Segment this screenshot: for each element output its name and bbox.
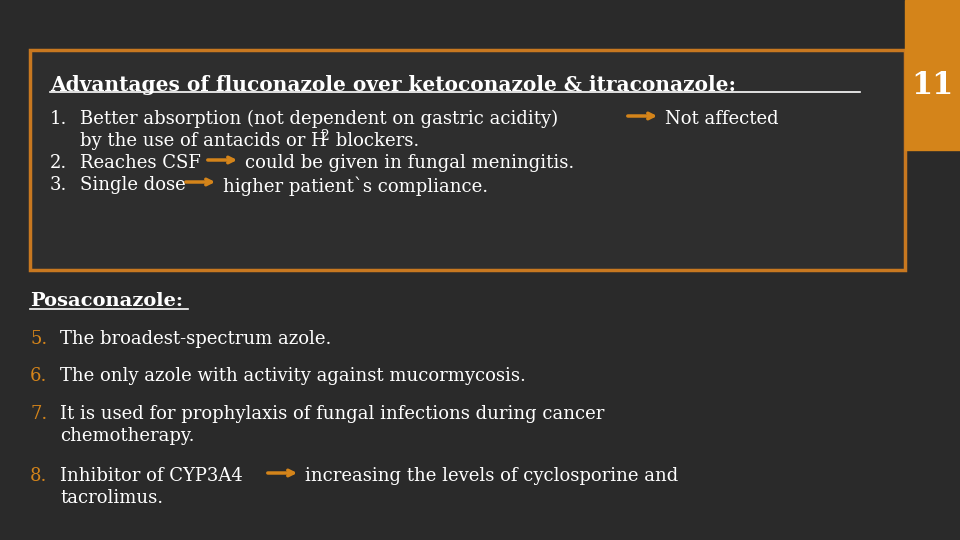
Text: 3.: 3.	[50, 176, 67, 194]
Text: The broadest-spectrum azole.: The broadest-spectrum azole.	[60, 330, 331, 348]
Text: 1.: 1.	[50, 110, 67, 128]
Text: by the use of antacids or H: by the use of antacids or H	[80, 132, 326, 150]
Text: higher patient`s compliance.: higher patient`s compliance.	[223, 176, 488, 195]
Text: Reaches CSF: Reaches CSF	[80, 154, 201, 172]
Text: 6.: 6.	[30, 367, 47, 385]
FancyBboxPatch shape	[30, 50, 905, 270]
Text: 11: 11	[911, 70, 953, 100]
Text: 2: 2	[320, 129, 328, 143]
Text: 7.: 7.	[30, 405, 47, 423]
Text: blockers.: blockers.	[330, 132, 420, 150]
Text: 5.: 5.	[30, 330, 47, 348]
Text: 2.: 2.	[50, 154, 67, 172]
Text: tacrolimus.: tacrolimus.	[60, 489, 163, 507]
Text: 8.: 8.	[30, 467, 47, 485]
Text: chemotherapy.: chemotherapy.	[60, 427, 195, 445]
Text: Better absorption (not dependent on gastric acidity): Better absorption (not dependent on gast…	[80, 110, 558, 128]
Text: Inhibitor of CYP3A4: Inhibitor of CYP3A4	[60, 467, 243, 485]
Text: Not affected: Not affected	[665, 110, 779, 128]
Text: increasing the levels of cyclosporine and: increasing the levels of cyclosporine an…	[305, 467, 679, 485]
Text: could be given in fungal meningitis.: could be given in fungal meningitis.	[245, 154, 574, 172]
Text: Posaconazole:: Posaconazole:	[30, 292, 183, 310]
Bar	[905, 0, 960, 150]
Text: It is used for prophylaxis of fungal infections during cancer: It is used for prophylaxis of fungal inf…	[60, 405, 605, 423]
Text: Advantages of fluconazole over ketoconazole & itraconazole:: Advantages of fluconazole over ketoconaz…	[50, 75, 736, 95]
Text: The only azole with activity against mucormycosis.: The only azole with activity against muc…	[60, 367, 526, 385]
Text: Single dose: Single dose	[80, 176, 185, 194]
